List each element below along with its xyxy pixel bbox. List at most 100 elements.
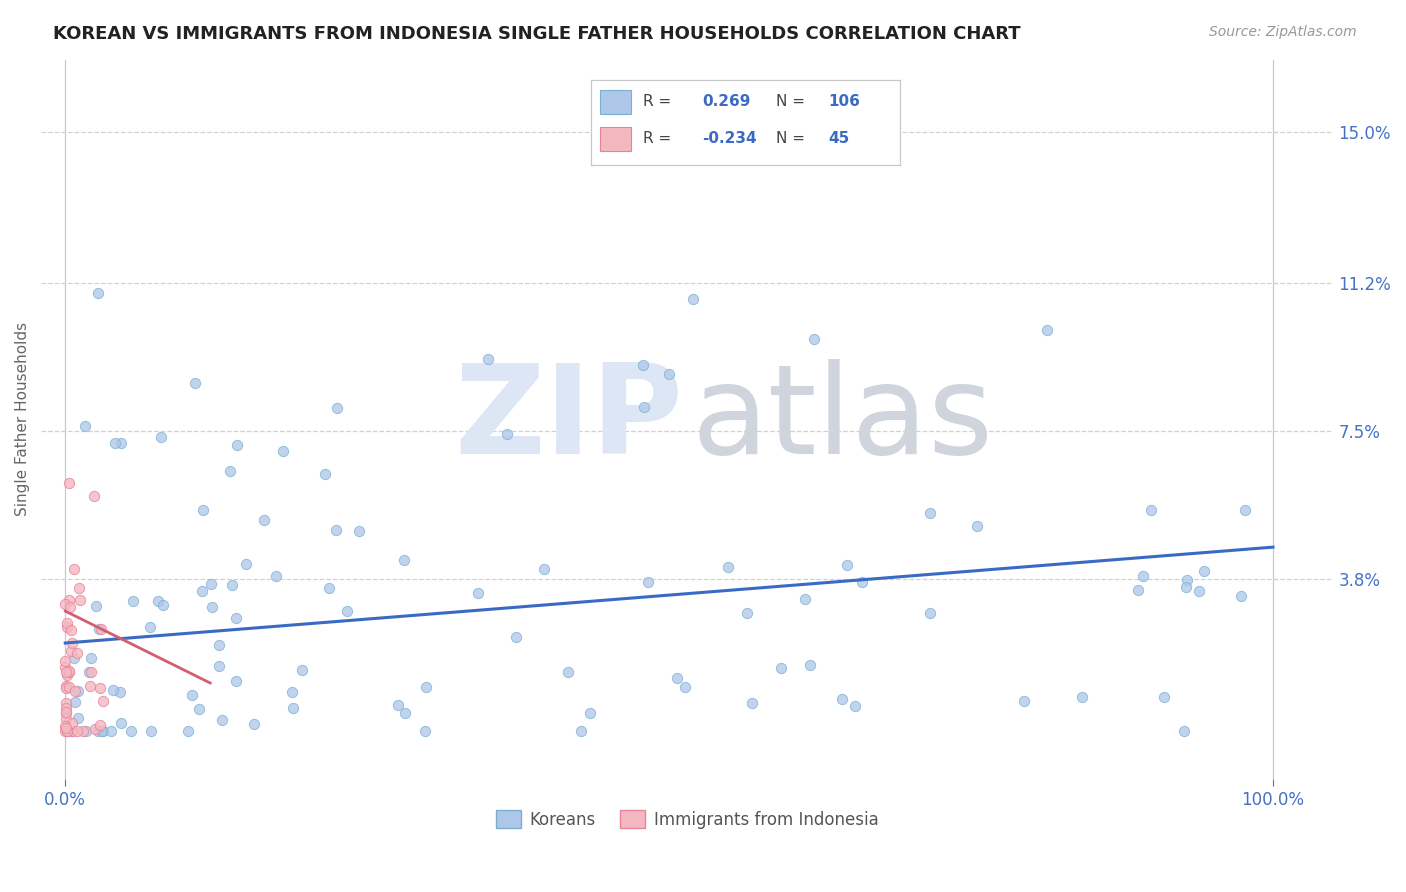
Point: [281, 701, 304, 715]
Point: [326, 401, 349, 416]
Point: [56, 616, 79, 631]
Text: N =: N =: [776, 131, 806, 146]
Point: [75, 419, 97, 434]
Point: [67, 581, 90, 595]
Text: N =: N =: [776, 95, 806, 110]
Point: [60, 716, 83, 731]
Point: [336, 604, 359, 618]
Point: [505, 630, 527, 644]
Point: [225, 673, 247, 688]
Point: [191, 503, 214, 517]
Point: [467, 586, 489, 600]
Point: [86, 723, 108, 738]
Point: [770, 661, 793, 675]
Point: [325, 523, 347, 537]
Text: R =: R =: [643, 131, 671, 146]
Point: [717, 560, 740, 574]
Point: [89, 681, 111, 696]
Point: [55, 597, 77, 611]
Point: [121, 594, 143, 608]
Point: [69, 593, 91, 607]
Point: [139, 723, 162, 738]
Legend: Koreans, Immigrants from Indonesia: Koreans, Immigrants from Indonesia: [489, 804, 886, 835]
Point: [59, 623, 82, 637]
Point: [60, 644, 83, 658]
Point: [211, 713, 233, 727]
Point: [67, 711, 90, 725]
Point: [152, 598, 174, 612]
Point: [55, 705, 77, 719]
Point: [79, 679, 101, 693]
Point: [80, 651, 103, 665]
Point: [59, 599, 82, 614]
Point: [735, 606, 758, 620]
Text: R =: R =: [643, 95, 671, 110]
Point: [87, 286, 110, 301]
Text: ZIP: ZIP: [454, 359, 683, 480]
Point: [146, 594, 169, 608]
Point: [1132, 569, 1154, 583]
Point: [631, 358, 654, 372]
Point: [55, 697, 77, 711]
Point: [75, 723, 97, 738]
Point: [63, 695, 86, 709]
Point: [100, 723, 122, 738]
Point: [62, 650, 84, 665]
Point: [66, 646, 89, 660]
Point: [55, 665, 77, 679]
Point: [120, 723, 142, 738]
Point: [533, 562, 555, 576]
Text: atlas: atlas: [692, 359, 993, 480]
Point: [1174, 580, 1197, 594]
Point: [226, 437, 249, 451]
Point: [844, 699, 866, 714]
Point: [1192, 564, 1215, 578]
Point: [835, 558, 858, 572]
Point: [799, 658, 821, 673]
Point: [60, 635, 83, 649]
Point: [266, 569, 288, 583]
Point: [477, 352, 499, 367]
Point: [93, 723, 115, 738]
Point: [101, 682, 124, 697]
Point: [413, 723, 436, 738]
Bar: [600, 127, 631, 151]
Point: [201, 599, 224, 614]
Point: [55, 722, 77, 736]
Point: [637, 574, 659, 589]
Text: -0.234: -0.234: [702, 131, 756, 146]
Point: [84, 722, 107, 736]
Point: [633, 401, 655, 415]
Point: [569, 723, 592, 738]
Point: [53, 654, 76, 668]
Point: [56, 723, 79, 738]
Point: [1173, 723, 1195, 738]
Point: [66, 723, 89, 738]
Point: [66, 683, 89, 698]
Point: [793, 592, 815, 607]
Point: [918, 607, 941, 621]
Point: [177, 723, 200, 738]
Point: [394, 706, 416, 720]
Point: [79, 665, 101, 680]
Point: [53, 723, 76, 738]
Point: [920, 506, 942, 520]
Point: [91, 694, 114, 708]
Point: [58, 664, 80, 678]
Point: [392, 552, 415, 566]
Point: [1140, 503, 1163, 517]
Point: [188, 702, 211, 716]
Point: [496, 427, 519, 442]
Point: [56, 668, 79, 682]
Point: [60, 723, 83, 738]
Point: [55, 681, 77, 695]
Point: [1153, 690, 1175, 704]
Point: [55, 700, 77, 714]
Point: [221, 577, 243, 591]
Text: 0.269: 0.269: [702, 95, 751, 110]
Bar: [600, 90, 631, 114]
Point: [243, 716, 266, 731]
Point: [150, 430, 173, 444]
Point: [90, 723, 112, 738]
Point: [62, 723, 84, 738]
